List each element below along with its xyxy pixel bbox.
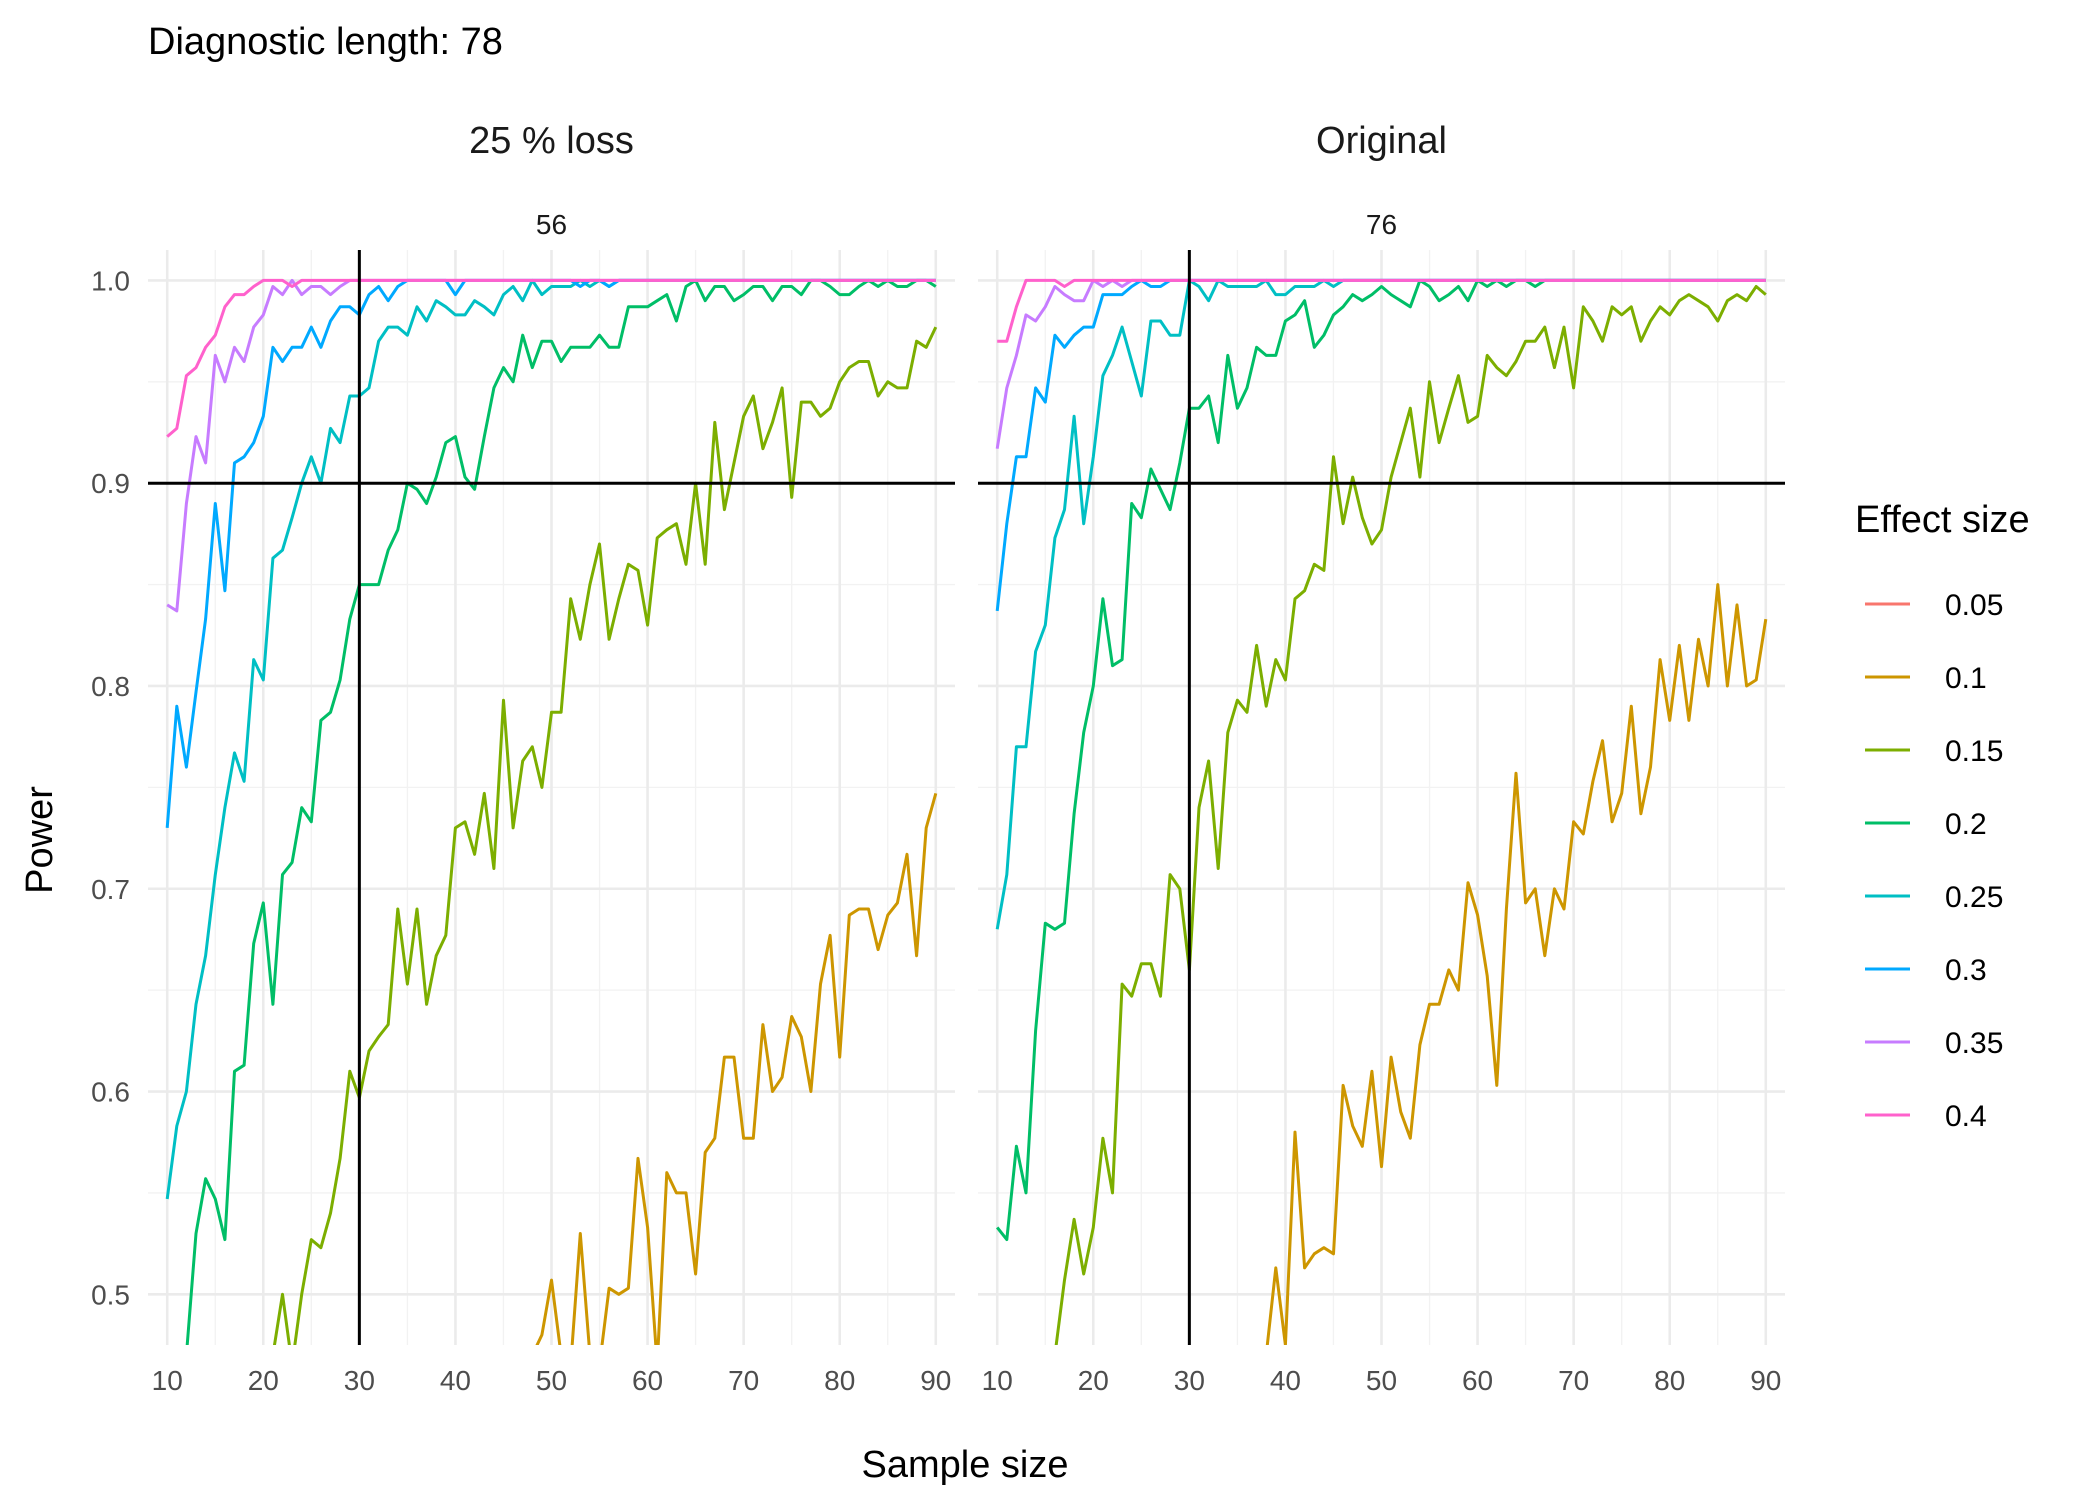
panel-subtitle: 56 (536, 209, 567, 240)
legend-item: 0.3 (1865, 954, 1987, 987)
x-tick-label: 70 (728, 1365, 759, 1396)
panel-1: 25 % loss 56 10 20 30 40 50 60 70 80 90 0.5 0.6 0.7 0.… (91, 120, 955, 1396)
legend-label: 0.05 (1945, 589, 2003, 622)
legend-item: 0.25 (1865, 881, 2003, 914)
legend-item: 0.35 (1865, 1027, 2003, 1060)
legend-label: 0.1 (1945, 662, 1987, 695)
legend-title: Effect size (1855, 499, 2030, 541)
legend: Effect size 0.05 0.1 0.15 0.2 0.25 0.3 0.35 0.4 (1855, 499, 2030, 1133)
legend-item: 0.15 (1865, 735, 2003, 768)
x-tick-label: 80 (1654, 1365, 1685, 1396)
series-line-0.25 (165, 278, 936, 1200)
y-tick-label: 0.9 (91, 468, 130, 499)
legend-label: 0.25 (1945, 881, 2003, 914)
x-tick-label: 60 (632, 1365, 663, 1396)
series-lines (165, 278, 938, 1345)
series-line-0.1 (1265, 583, 1768, 1345)
series-lines (995, 278, 1768, 1345)
legend-items: 0.05 0.1 0.15 0.2 0.25 0.3 0.35 0.4 (1865, 589, 2003, 1133)
panel-grid (148, 250, 955, 1345)
legend-label: 0.4 (1945, 1100, 1987, 1133)
legend-item: 0.1 (1865, 662, 1987, 695)
series-line-0.2 (185, 278, 937, 1345)
y-tick-label: 0.7 (91, 874, 130, 905)
x-tick-label: 70 (1558, 1365, 1589, 1396)
x-tick-label: 50 (536, 1365, 567, 1396)
series-line-0.1 (535, 792, 938, 1345)
series-line-0.15 (1054, 285, 1767, 1345)
x-tick-label: 20 (1078, 1365, 1109, 1396)
x-tick-label: 10 (152, 1365, 183, 1396)
y-axis-title: Power (19, 786, 61, 894)
y-tick-label: 1.0 (91, 265, 130, 296)
legend-item: 0.05 (1865, 589, 2003, 622)
panel-strip-label: Original (1316, 120, 1447, 162)
legend-label: 0.35 (1945, 1027, 2003, 1060)
x-tick-label: 40 (440, 1365, 471, 1396)
series-line-0.15 (272, 326, 938, 1345)
legend-item: 0.2 (1865, 808, 1987, 841)
panel-strip-label: 25 % loss (469, 120, 634, 162)
x-tick-label: 50 (1366, 1365, 1397, 1396)
y-tick-label: 0.5 (91, 1279, 130, 1310)
panel-2: Original 76 10 20 30 40 50 60 70 80 90 (978, 120, 1785, 1396)
x-tick-label: 10 (982, 1365, 1013, 1396)
x-tick-label: 90 (920, 1365, 951, 1396)
x-tick-label: 20 (248, 1365, 279, 1396)
x-tick-label: 80 (824, 1365, 855, 1396)
legend-label: 0.2 (1945, 808, 1987, 841)
x-axis-title: Sample size (862, 1444, 1069, 1486)
panels: 25 % loss 56 10 20 30 40 50 60 70 80 90 0.5 0.6 0.7 0.… (91, 120, 1785, 1396)
x-tick-label: 90 (1750, 1365, 1781, 1396)
chart-title: Diagnostic length: 78 (148, 21, 503, 63)
x-tick-label: 30 (1174, 1365, 1205, 1396)
y-tick-label: 0.8 (91, 671, 130, 702)
x-tick-label: 40 (1270, 1365, 1301, 1396)
series-line-0.4 (997, 278, 1766, 343)
y-tick-label: 0.6 (91, 1077, 130, 1108)
panel-subtitle: 76 (1366, 209, 1397, 240)
series-line-0.4 (166, 278, 936, 438)
x-tick-label: 60 (1462, 1365, 1493, 1396)
legend-label: 0.15 (1945, 735, 2003, 768)
x-tick-label: 30 (344, 1365, 375, 1396)
legend-item: 0.4 (1865, 1100, 1987, 1133)
legend-label: 0.3 (1945, 954, 1987, 987)
